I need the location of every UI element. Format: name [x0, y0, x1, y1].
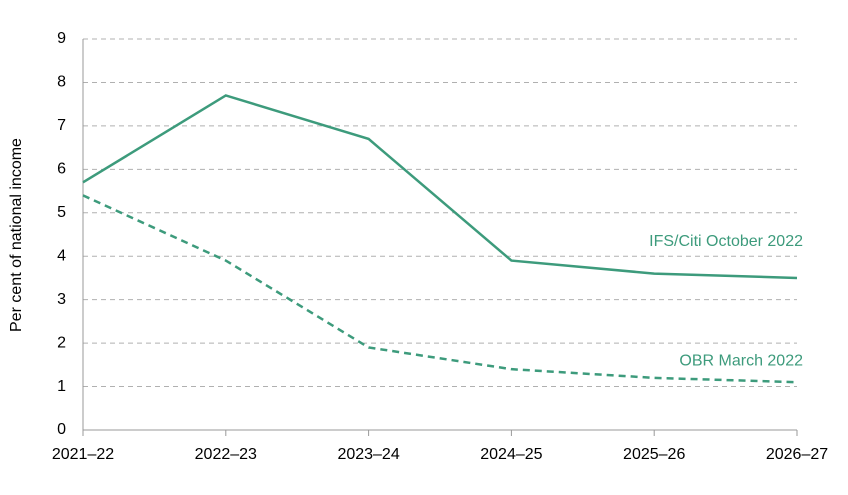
- x-tick-label: 2021–22: [52, 446, 114, 463]
- x-tick-label: 2023–24: [337, 446, 399, 463]
- series-line: [82, 94, 798, 280]
- series-label: IFS/Citi October 2022: [649, 233, 803, 250]
- y-tick-label: 8: [57, 74, 66, 91]
- y-tick-label: 9: [57, 30, 66, 47]
- x-tick-label: 2022–23: [195, 446, 257, 463]
- x-tick-label: 2024–25: [480, 446, 542, 463]
- series-line: [82, 194, 798, 384]
- x-tick-label: 2026–27: [766, 446, 828, 463]
- y-tick-label: 7: [57, 117, 66, 134]
- series-label: OBR March 2022: [679, 352, 803, 369]
- y-tick-label: 2: [57, 334, 66, 351]
- y-tick-label: 1: [57, 378, 66, 395]
- y-tick-label: 3: [57, 291, 66, 308]
- y-axis-label: Per cent of national income: [8, 138, 25, 332]
- y-tick-label: 5: [57, 204, 66, 221]
- y-tick-label: 0: [57, 421, 66, 438]
- x-tick-label: 2025–26: [623, 446, 685, 463]
- y-tick-label: 4: [57, 247, 66, 264]
- y-tick-label: 6: [57, 161, 66, 178]
